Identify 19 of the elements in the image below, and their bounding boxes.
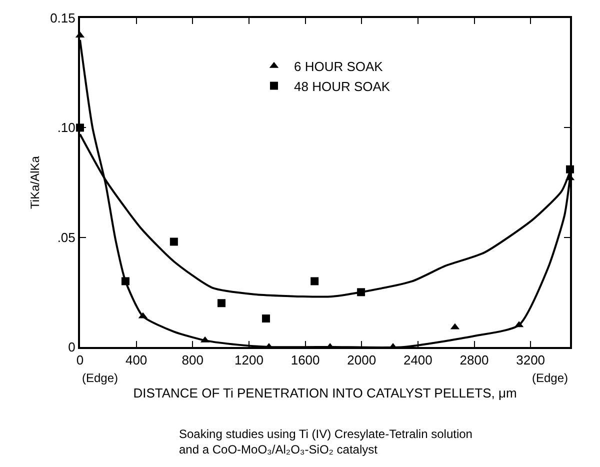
text: (Edge) xyxy=(532,371,568,385)
x-tick-label: 800 xyxy=(182,352,204,368)
x-tick-label: 2800 xyxy=(460,352,489,368)
x-tick-label: 2400 xyxy=(403,352,432,368)
legend-label: 48 HOUR SOAK xyxy=(294,78,390,94)
text: (Edge) xyxy=(82,371,118,385)
y-tick-label: .05 xyxy=(57,230,76,245)
x-tick-label: 3200 xyxy=(516,352,546,368)
y-tick-label: 0.15 xyxy=(50,10,76,26)
legend-label: 6 HOUR SOAK xyxy=(294,58,384,74)
x-tick-label: 2000 xyxy=(347,352,376,368)
x-axis-title: DISTANCE OF Ti PENETRATION INTO CATALYST PELLETS, μm xyxy=(133,386,517,401)
y-tick-label: .10 xyxy=(57,120,76,136)
x-tick-label: 1200 xyxy=(234,352,264,368)
y-tick-label: 0 xyxy=(68,340,76,355)
x-tick-label: 400 xyxy=(125,352,148,368)
y-axis-title: TiKa/AlKa xyxy=(28,156,42,209)
x-tick-label: 1600 xyxy=(290,352,320,368)
text: Soaking studies using Ti (IV) Cresylate-Tetralin solution and a CoO-MoO₃/Al₂O₃-SiO₂ catalyst xyxy=(179,427,472,457)
